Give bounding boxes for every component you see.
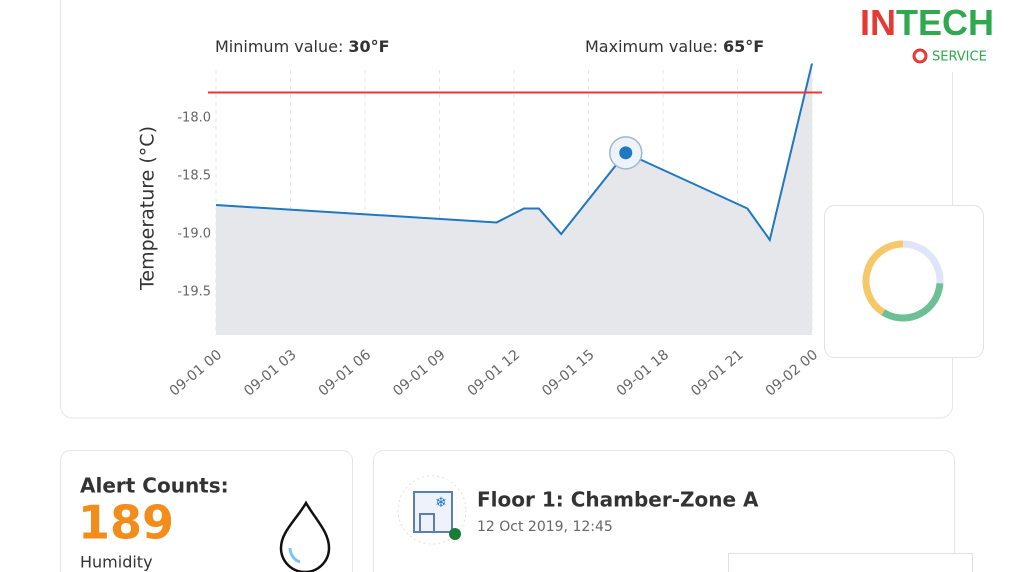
min-text: Minimum value: 30°F: [215, 37, 390, 56]
zone-title: Floor 1: Chamber-Zone A: [477, 488, 759, 512]
zone-timestamp: 12 Oct 2019, 12:45: [477, 519, 613, 535]
y-tick-label: -19.0: [177, 227, 211, 242]
logo-subtitle: SERVICE: [932, 50, 987, 65]
zone-icon-door: [419, 513, 435, 533]
status-dot: [449, 528, 461, 540]
y-tick-label: -18.0: [177, 111, 211, 126]
donut-segment: [902, 240, 944, 284]
alert-title: Alert Counts:: [80, 474, 229, 498]
logo-box: [843, 0, 1015, 72]
y-tick-label: -19.5: [177, 285, 211, 300]
line: [215, 63, 813, 243]
zone-card: [373, 450, 955, 572]
alert-count: 189: [78, 496, 174, 550]
logo-part: TECH: [896, 2, 994, 43]
y-axis-label: Temperature (°C): [137, 126, 159, 291]
alert-card: [60, 450, 353, 572]
max-value: 65°F: [723, 37, 764, 56]
alert-label: Humidity: [80, 553, 153, 572]
drop-shine: [288, 547, 301, 564]
min-label: Minimum value:: [215, 37, 343, 56]
logo-part: IN: [860, 2, 896, 43]
zone-sub-box: [728, 553, 973, 572]
max-label: Maximum value:: [585, 37, 718, 56]
donut-segment: [862, 240, 904, 316]
donut-segment: [881, 282, 944, 322]
logo-gear: [912, 48, 928, 64]
logo: INTECH: [860, 2, 994, 43]
y-tick-label: -18.5: [177, 169, 211, 184]
zone-icon-snow: ❄: [435, 495, 447, 511]
area: [216, 63, 812, 335]
donut-card: [824, 205, 984, 358]
highlight-point: [619, 146, 633, 160]
min-value: 30°F: [348, 37, 389, 56]
max-text: Maximum value: 65°F: [585, 37, 764, 56]
